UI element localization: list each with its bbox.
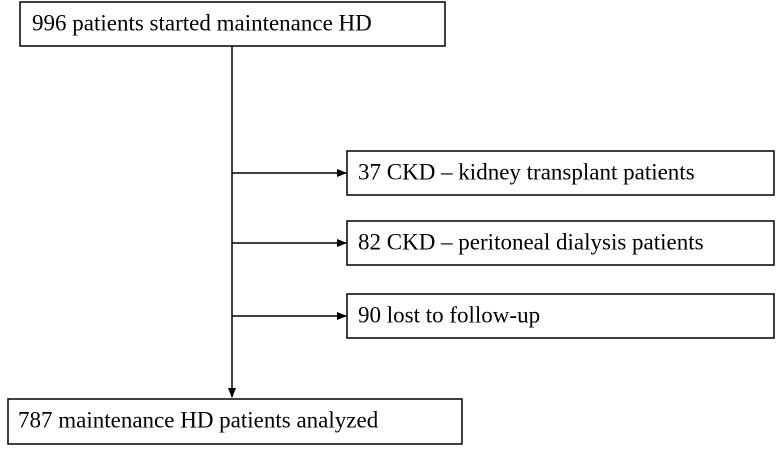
box	[19, 1, 446, 47]
box-label: 82 CKD – peritoneal dialysis patients	[358, 229, 704, 254]
box	[346, 150, 775, 196]
box-label: 996 patients started maintenance HD	[32, 10, 372, 35]
box	[346, 293, 775, 339]
box	[7, 398, 463, 445]
box	[346, 220, 775, 266]
box-label: 90 lost to follow-up	[358, 302, 540, 327]
box-label: 787 maintenance HD patients analyzed	[18, 407, 379, 432]
box-label: 37 CKD – kidney transplant patients	[358, 159, 695, 184]
